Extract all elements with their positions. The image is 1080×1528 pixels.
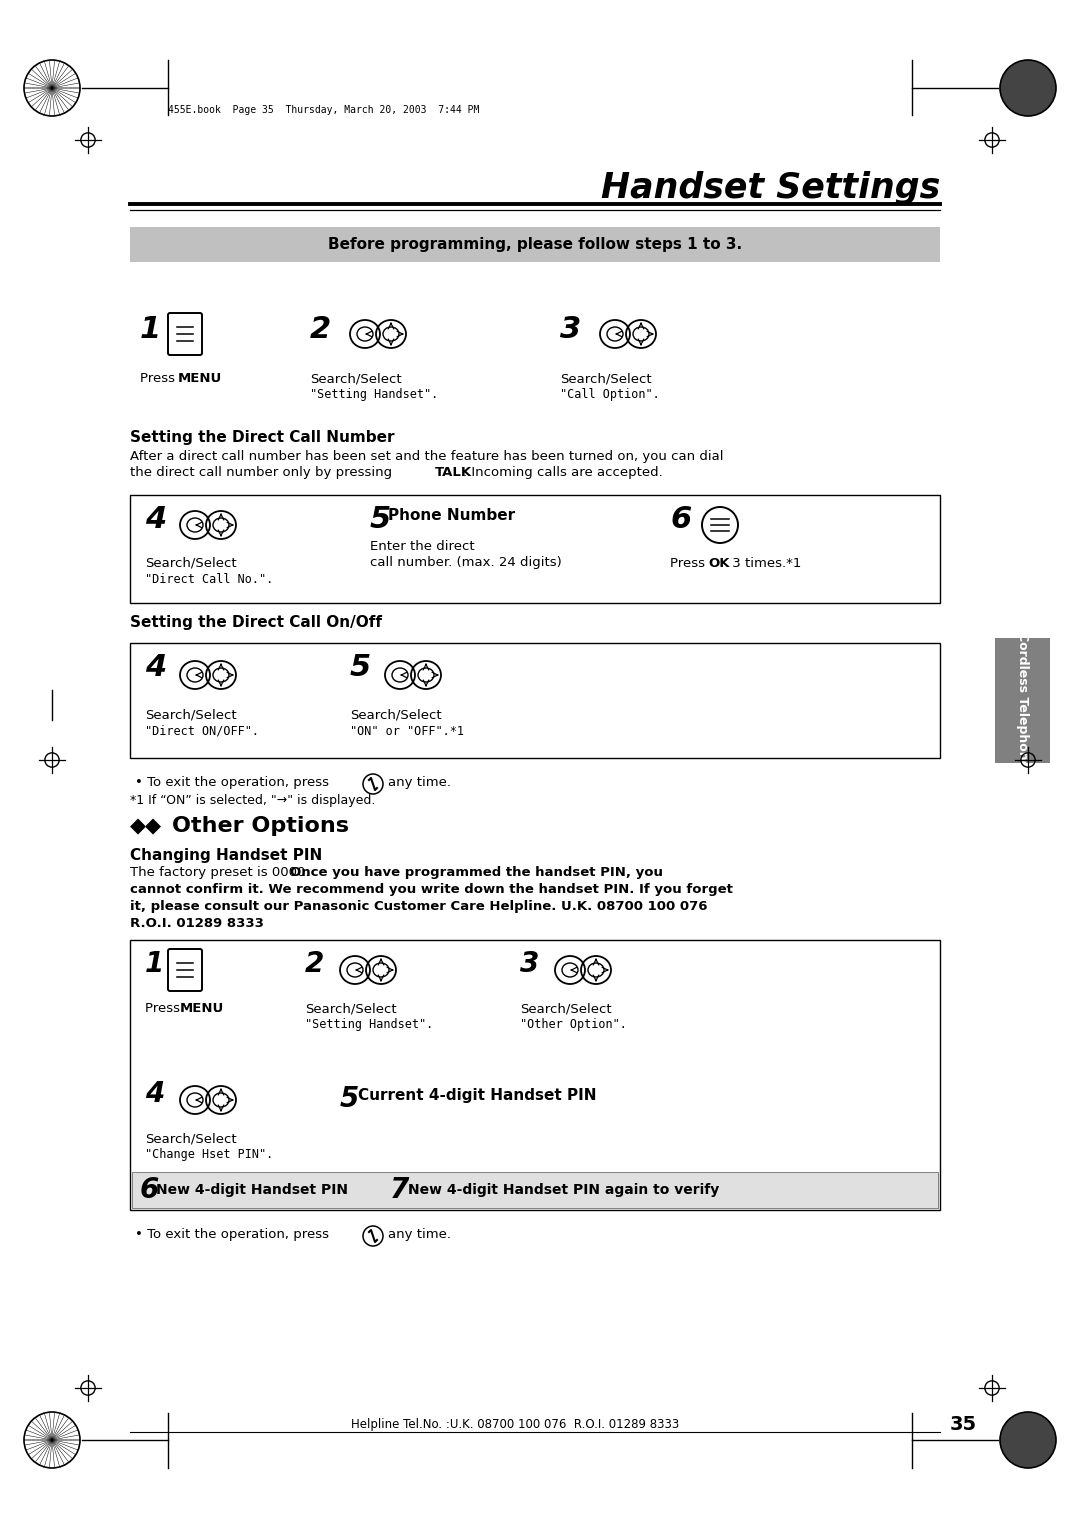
Text: 7: 7 [390, 1177, 409, 1204]
FancyBboxPatch shape [130, 940, 940, 1210]
Text: *1 If “ON” is selected, "→" is displayed.: *1 If “ON” is selected, "→" is displayed… [130, 795, 376, 807]
Text: Helpline Tel.No. :U.K. 08700 100 076  R.O.I. 01289 8333: Helpline Tel.No. :U.K. 08700 100 076 R.O… [351, 1418, 679, 1432]
Text: "Setting Handset".: "Setting Handset". [305, 1018, 433, 1031]
Text: 3: 3 [561, 315, 581, 344]
Text: 4: 4 [145, 1080, 164, 1108]
Text: • To exit the operation, press: • To exit the operation, press [135, 1229, 329, 1241]
Text: OK: OK [708, 558, 729, 570]
Text: MENU: MENU [178, 371, 222, 385]
Text: Cordless Telephone: Cordless Telephone [1015, 633, 1028, 769]
Text: After a direct call number has been set and the feature has been turned on, you : After a direct call number has been set … [130, 451, 724, 463]
Text: "Setting Handset".: "Setting Handset". [310, 388, 438, 400]
Text: "Other Option".: "Other Option". [519, 1018, 626, 1031]
FancyBboxPatch shape [130, 495, 940, 604]
Text: 5: 5 [340, 1085, 360, 1112]
FancyBboxPatch shape [130, 228, 940, 261]
Text: . Incoming calls are accepted.: . Incoming calls are accepted. [463, 466, 663, 478]
Text: Search/Select: Search/Select [561, 371, 651, 385]
Text: 35: 35 [950, 1415, 977, 1435]
Text: Search/Select: Search/Select [145, 558, 237, 570]
FancyBboxPatch shape [132, 1172, 939, 1209]
Text: "Change Hset PIN".: "Change Hset PIN". [145, 1148, 273, 1161]
Text: any time.: any time. [388, 776, 451, 788]
Text: MENU: MENU [180, 1002, 225, 1015]
Text: the direct call number only by pressing: the direct call number only by pressing [130, 466, 396, 478]
Text: 1: 1 [140, 315, 161, 344]
Text: cannot confirm it. We recommend you write down the handset PIN. If you forget: cannot confirm it. We recommend you writ… [130, 883, 733, 895]
Text: Press: Press [145, 1002, 185, 1015]
Text: Handset Settings: Handset Settings [600, 171, 940, 205]
Text: "ON" or "OFF".*1: "ON" or "OFF".*1 [350, 724, 464, 738]
Text: Once you have programmed the handset PIN, you: Once you have programmed the handset PIN… [291, 866, 663, 879]
Text: 2: 2 [305, 950, 324, 978]
Text: TALK: TALK [435, 466, 472, 478]
Text: Search/Select: Search/Select [310, 371, 402, 385]
Text: New 4-digit Handset PIN again to verify: New 4-digit Handset PIN again to verify [408, 1183, 719, 1196]
Text: Press: Press [140, 371, 179, 385]
Text: 3 times.*1: 3 times.*1 [728, 558, 801, 570]
Text: Enter the direct: Enter the direct [370, 539, 474, 553]
Text: Press: Press [670, 558, 710, 570]
Text: call number. (max. 24 digits): call number. (max. 24 digits) [370, 556, 562, 568]
Text: .: . [212, 371, 216, 385]
Text: Search/Select: Search/Select [519, 1002, 611, 1015]
Text: "Direct Call No.".: "Direct Call No.". [145, 573, 273, 587]
Text: R.O.I. 01289 8333: R.O.I. 01289 8333 [130, 917, 264, 931]
Text: Other Options: Other Options [172, 816, 349, 836]
Text: 5: 5 [350, 652, 372, 681]
Circle shape [24, 60, 80, 116]
Text: 4: 4 [145, 652, 166, 681]
Text: ◆◆: ◆◆ [130, 816, 162, 836]
Text: Phone Number: Phone Number [388, 507, 515, 523]
Text: "Call Option".: "Call Option". [561, 388, 660, 400]
Text: Before programming, please follow steps 1 to 3.: Before programming, please follow steps … [328, 237, 742, 252]
Text: 4: 4 [145, 504, 166, 533]
Text: "Direct ON/OFF".: "Direct ON/OFF". [145, 724, 259, 738]
Text: Search/Select: Search/Select [350, 709, 442, 723]
Text: Search/Select: Search/Select [145, 709, 237, 723]
Text: Current 4-digit Handset PIN: Current 4-digit Handset PIN [357, 1088, 596, 1103]
Text: 6: 6 [670, 504, 691, 533]
Text: it, please consult our Panasonic Customer Care Helpline. U.K. 08700 100 076: it, please consult our Panasonic Custome… [130, 900, 707, 914]
Text: 5: 5 [370, 504, 391, 533]
Text: New 4-digit Handset PIN: New 4-digit Handset PIN [156, 1183, 348, 1196]
Text: The factory preset is 0000.: The factory preset is 0000. [130, 866, 314, 879]
Circle shape [1000, 1412, 1056, 1468]
Text: 3: 3 [519, 950, 539, 978]
Text: .: . [214, 1002, 218, 1015]
Text: 2: 2 [310, 315, 332, 344]
Text: • To exit the operation, press: • To exit the operation, press [135, 776, 329, 788]
Text: 1: 1 [145, 950, 164, 978]
Circle shape [1000, 60, 1056, 116]
Text: Search/Select: Search/Select [145, 1132, 237, 1144]
Text: 6: 6 [140, 1177, 159, 1204]
Text: any time.: any time. [388, 1229, 451, 1241]
Circle shape [24, 1412, 80, 1468]
FancyBboxPatch shape [995, 639, 1050, 762]
Text: Search/Select: Search/Select [305, 1002, 396, 1015]
Text: Setting the Direct Call On/Off: Setting the Direct Call On/Off [130, 614, 382, 630]
FancyBboxPatch shape [130, 643, 940, 758]
Text: Setting the Direct Call Number: Setting the Direct Call Number [130, 429, 394, 445]
Text: 455E.book  Page 35  Thursday, March 20, 2003  7:44 PM: 455E.book Page 35 Thursday, March 20, 20… [168, 105, 480, 115]
Text: Changing Handset PIN: Changing Handset PIN [130, 848, 322, 863]
